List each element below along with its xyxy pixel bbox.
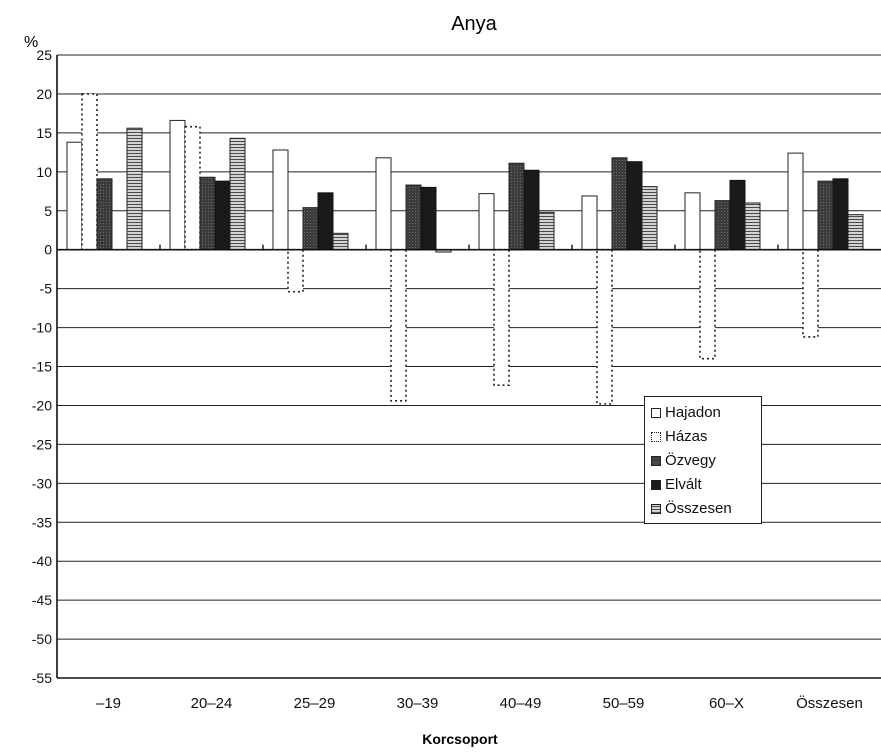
bar-osszesen-19 bbox=[126, 127, 143, 251]
bar-osszesen-60-x bbox=[744, 202, 761, 251]
bar-hazas-50-59 bbox=[596, 248, 613, 405]
y-tick-label: -10 bbox=[32, 320, 52, 336]
x-tick-label: 50–59 bbox=[603, 695, 645, 712]
bar-ozvegy-30-39 bbox=[405, 184, 422, 251]
y-tick-label: -35 bbox=[32, 514, 52, 530]
bar-hajadon-60-x bbox=[684, 192, 701, 251]
bar-hajadon-25-29 bbox=[272, 149, 289, 251]
legend-item-ozvegy: Özvegy bbox=[651, 449, 757, 473]
bar-hazas-30-39 bbox=[390, 248, 407, 402]
chart-title: Anya bbox=[451, 13, 497, 35]
y-tick-label: -20 bbox=[32, 397, 52, 413]
y-tick-labels: 25 20 15 10 5 0 -5 -10 -15 -20 -25 -30 -35 -40 -45 -50 -… bbox=[32, 47, 52, 686]
bar-hajadon-19 bbox=[66, 141, 83, 251]
x-axis-label: Korcsoport bbox=[422, 731, 498, 747]
bar-ozvegy-50-59 bbox=[611, 157, 628, 251]
y-tick-label: 5 bbox=[44, 203, 52, 219]
y-tick-label: 25 bbox=[36, 47, 52, 63]
legend-label-hazas: Házas bbox=[665, 428, 708, 445]
y-tick-label: 15 bbox=[36, 125, 52, 141]
legend-item-elvalt: Elvált bbox=[651, 473, 757, 497]
axes bbox=[56, 55, 881, 679]
legend-item-hajadon: Hajadon bbox=[651, 401, 757, 425]
legend-swatch-hajadon bbox=[651, 408, 661, 418]
legend-swatch-elvalt bbox=[651, 480, 661, 490]
legend-label-hajadon: Hajadon bbox=[665, 404, 721, 421]
y-tick-label: 20 bbox=[36, 86, 52, 102]
y-axis-unit: % bbox=[24, 34, 38, 51]
legend-swatch-hazas bbox=[651, 432, 661, 442]
bar-osszesen-20-24 bbox=[229, 137, 246, 251]
y-tick-label: -30 bbox=[32, 475, 52, 491]
bar-osszesen-50-59 bbox=[641, 186, 658, 251]
x-tick-labels: –19 20–24 25–29 30–39 40–49 50–59 60–X Összesen bbox=[96, 694, 863, 712]
x-tick-label: –19 bbox=[96, 695, 121, 712]
bar-elvalt-40-49 bbox=[523, 169, 540, 251]
y-tick-label: -45 bbox=[32, 592, 52, 608]
bar-elvalt-60-x bbox=[729, 179, 746, 251]
legend-item-hazas: Házas bbox=[651, 425, 757, 449]
legend-swatch-osszesen bbox=[651, 504, 661, 514]
legend-label-elvalt: Elvált bbox=[665, 476, 702, 493]
bar-ozvegy-40-49 bbox=[508, 162, 525, 251]
x-tick-label: 20–24 bbox=[191, 695, 233, 712]
bar-hajadon-osszesen bbox=[787, 152, 804, 251]
bar-hazas-osszesen bbox=[802, 248, 819, 338]
y-tick-label: 10 bbox=[36, 164, 52, 180]
legend-label-osszesen: Összesen bbox=[665, 500, 732, 517]
bar-elvalt-25-29 bbox=[317, 192, 334, 251]
bars bbox=[66, 93, 864, 405]
bar-ozvegy-25-29 bbox=[302, 207, 319, 251]
y-tick-label: -25 bbox=[32, 436, 52, 452]
bar-hazas-19 bbox=[81, 93, 98, 251]
legend-item-osszesen: Összesen bbox=[651, 497, 757, 521]
bar-elvalt-30-39 bbox=[420, 186, 437, 251]
x-tick-label: 60–X bbox=[709, 695, 744, 712]
x-tick-label: Összesen bbox=[796, 694, 863, 712]
bar-hazas-60-x bbox=[699, 248, 716, 360]
x-tick-label: 25–29 bbox=[294, 695, 336, 712]
y-tick-label: -40 bbox=[32, 553, 52, 569]
bar-ozvegy-osszesen bbox=[817, 180, 834, 251]
x-tick-label: 30–39 bbox=[397, 695, 439, 712]
bar-ozvegy-20-24 bbox=[199, 176, 216, 251]
bar-hazas-40-49 bbox=[493, 248, 510, 386]
y-tick-label: -50 bbox=[32, 631, 52, 647]
bar-hazas-25-29 bbox=[287, 248, 304, 293]
y-tick-label: 0 bbox=[44, 242, 52, 258]
bar-hajadon-30-39 bbox=[375, 157, 392, 251]
bar-ozvegy-60-x bbox=[714, 200, 731, 251]
bar-elvalt-osszesen bbox=[832, 178, 849, 251]
bar-osszesen-osszesen bbox=[847, 214, 864, 251]
bar-hajadon-20-24 bbox=[169, 119, 186, 251]
bar-osszesen-25-29 bbox=[332, 232, 349, 251]
bar-hazas-20-24 bbox=[184, 125, 201, 251]
bar-hajadon-50-59 bbox=[581, 195, 598, 251]
y-tick-label: -55 bbox=[32, 670, 52, 686]
legend: Hajadon Házas Özvegy Elvált Összesen bbox=[644, 396, 762, 524]
legend-label-ozvegy: Özvegy bbox=[665, 452, 716, 469]
bar-hajadon-40-49 bbox=[478, 193, 495, 251]
bar-ozvegy-19 bbox=[96, 178, 113, 251]
y-tick-label: -15 bbox=[32, 359, 52, 375]
x-tick-label: 40–49 bbox=[500, 695, 542, 712]
y-tick-label: -5 bbox=[40, 281, 53, 297]
legend-swatch-ozvegy bbox=[651, 456, 661, 466]
bar-elvalt-20-24 bbox=[214, 180, 231, 251]
bar-elvalt-50-59 bbox=[626, 161, 643, 251]
bar-osszesen-40-49 bbox=[538, 211, 555, 251]
